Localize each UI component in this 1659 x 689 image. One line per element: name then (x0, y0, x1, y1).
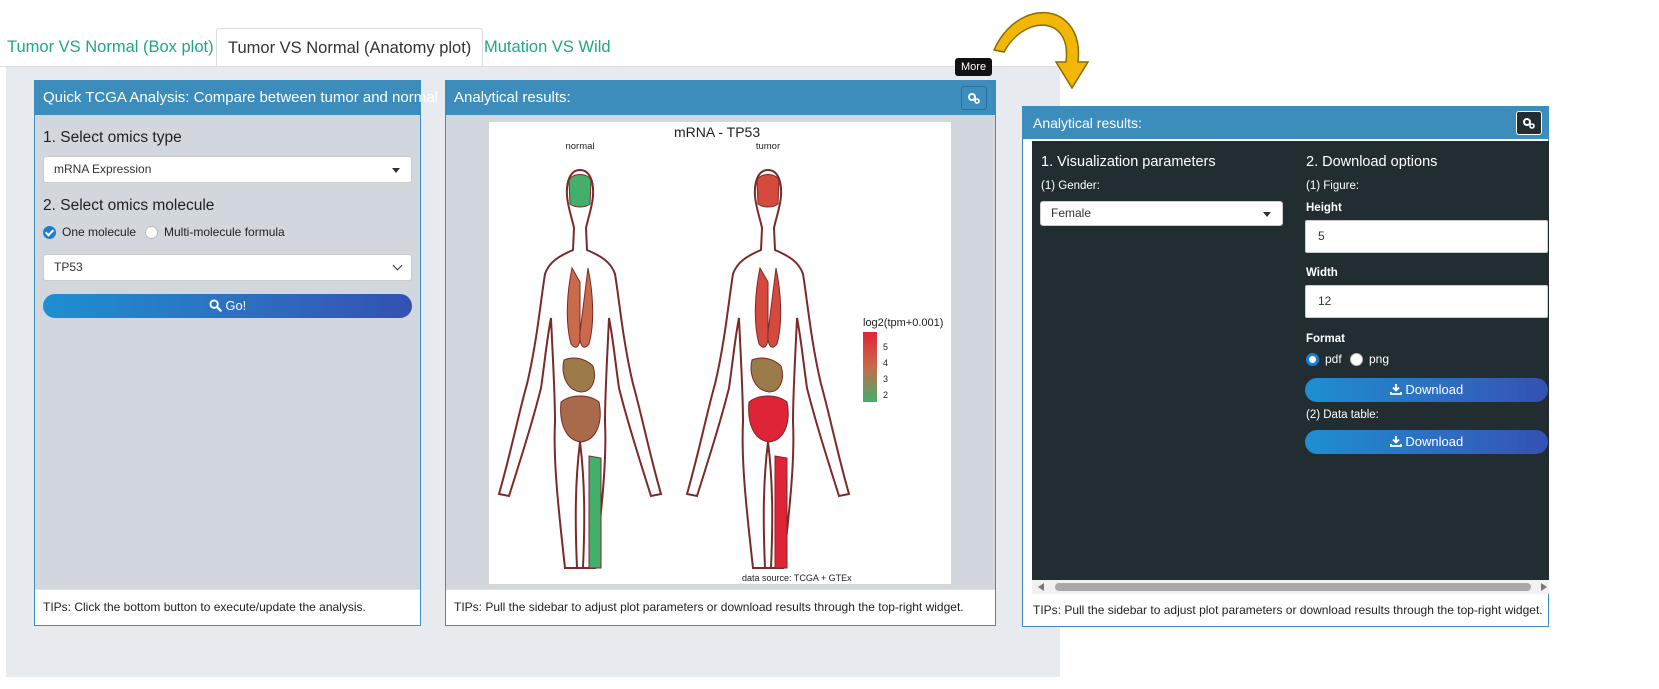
body-figure-normal (497, 168, 663, 569)
more-tooltip: More (955, 58, 993, 76)
legend-tick-2: 2 (883, 390, 888, 400)
quick-analysis-box: Quick TCGA Analysis: Compare between tum… (34, 80, 438, 626)
plot-caption: data source: TCGA + GTEx (742, 573, 852, 583)
radio-png[interactable]: png (1350, 352, 1389, 366)
radio-selected-icon[interactable] (1306, 352, 1319, 366)
middle-tips: TIPs: Pull the sidebar to adjust plot pa… (446, 589, 995, 625)
tab-anatomy-plot[interactable]: Tumor VS Normal (Anatomy plot) (216, 28, 484, 66)
download-options-heading: 2. Download options (1306, 154, 1438, 170)
panel-label-normal: normal (565, 141, 594, 152)
scrollbar-thumb[interactable] (1055, 583, 1531, 591)
anatomy-plot: mRNA - TP53 normal tumor log2(tpm+0.001) (489, 122, 951, 584)
caret-down-icon (1263, 212, 1271, 217)
width-input[interactable]: 12 (1305, 285, 1548, 318)
radio-unselected-icon[interactable] (1350, 352, 1363, 366)
caret-down-icon (392, 168, 400, 173)
gender-value: Female (1051, 206, 1092, 220)
sidebar-gear-button[interactable] (1516, 111, 1542, 135)
analytical-results-title: Analytical results: (446, 81, 995, 115)
plot-title: mRNA - TP53 (674, 124, 760, 140)
height-input[interactable]: 5 (1305, 220, 1548, 253)
go-button[interactable]: Go! (43, 294, 412, 318)
radio-pdf-label: pdf (1325, 352, 1342, 366)
gears-icon (1523, 118, 1535, 129)
download-table-label: Download (1405, 434, 1464, 449)
radio-png-label: png (1369, 352, 1390, 366)
omics-type-heading: 1. Select omics type (43, 129, 182, 146)
omics-molecule-heading: 2. Select omics molecule (43, 197, 215, 214)
curved-arrow-icon (992, 11, 1090, 90)
sidebar-panel-title: Analytical results: (1023, 107, 1548, 139)
radio-one-molecule[interactable]: One molecule (43, 225, 136, 239)
radio-unchecked-icon[interactable] (145, 225, 158, 239)
legend-title: log2(tpm+0.001) (863, 317, 943, 329)
width-label: Width (1306, 267, 1338, 279)
radio-multi-molecule[interactable]: Multi-molecule formula (145, 225, 285, 239)
height-label: Height (1306, 202, 1342, 214)
radio-one-molecule-label: One molecule (62, 225, 137, 239)
gender-select[interactable]: Female (1040, 201, 1283, 226)
legend-tick-5: 5 (883, 342, 888, 352)
gender-label: (1) Gender: (1041, 180, 1100, 192)
radio-checked-icon[interactable] (43, 225, 56, 239)
download-icon (1389, 436, 1402, 447)
molecule-select[interactable]: TP53 (43, 254, 412, 281)
tab-mutation-vs-wild[interactable]: Mutation VS Wild (484, 38, 611, 56)
left-tips: TIPs: Click the bottom button to execute… (35, 589, 420, 625)
go-label: Go! (225, 298, 247, 313)
panel-label-tumor: tumor (756, 141, 780, 152)
viz-params-heading: 1. Visualization parameters (1041, 154, 1216, 170)
chevron-down-icon (392, 260, 403, 271)
download-icon (1389, 384, 1402, 395)
data-table-label: (2) Data table: (1306, 409, 1379, 421)
download-table-button[interactable]: Download (1305, 430, 1548, 454)
radio-multi-molecule-label: Multi-molecule formula (164, 225, 285, 239)
legend: log2(tpm+0.001) 5 4 3 2 (863, 317, 943, 402)
legend-colorbar (863, 332, 877, 402)
download-figure-label: Download (1405, 382, 1464, 397)
format-label: Format (1306, 333, 1345, 345)
download-figure-button[interactable]: Download (1305, 378, 1548, 402)
molecule-value: TP53 (54, 260, 83, 274)
gears-icon (968, 93, 980, 104)
tab-box-plot[interactable]: Tumor VS Normal (Box plot) (7, 38, 214, 56)
sidebar-tips: TIPs: Pull the sidebar to adjust plot pa… (1033, 603, 1543, 617)
search-icon (209, 299, 222, 312)
legend-tick-4: 4 (883, 358, 888, 368)
more-gear-button[interactable] (961, 86, 987, 110)
legend-tick-3: 3 (883, 374, 888, 384)
figure-label: (1) Figure: (1306, 180, 1360, 192)
horizontal-scrollbar[interactable] (1032, 580, 1549, 594)
body-figure-tumor (685, 168, 851, 569)
radio-pdf[interactable]: pdf (1306, 352, 1342, 366)
omics-type-select[interactable]: mRNA Expression (43, 156, 412, 183)
control-sidebar: 1. Visualization parameters (1) Gender: … (1032, 141, 1549, 580)
analytical-results-sidebar-panel: Analytical results: 1. Visualization par… (1022, 106, 1549, 627)
tab-divider (0, 66, 1060, 67)
scroll-left-icon[interactable] (1038, 583, 1044, 591)
quick-analysis-title: Quick TCGA Analysis: Compare between tum… (35, 81, 438, 115)
omics-type-value: mRNA Expression (54, 162, 152, 176)
scroll-right-icon[interactable] (1541, 583, 1547, 591)
